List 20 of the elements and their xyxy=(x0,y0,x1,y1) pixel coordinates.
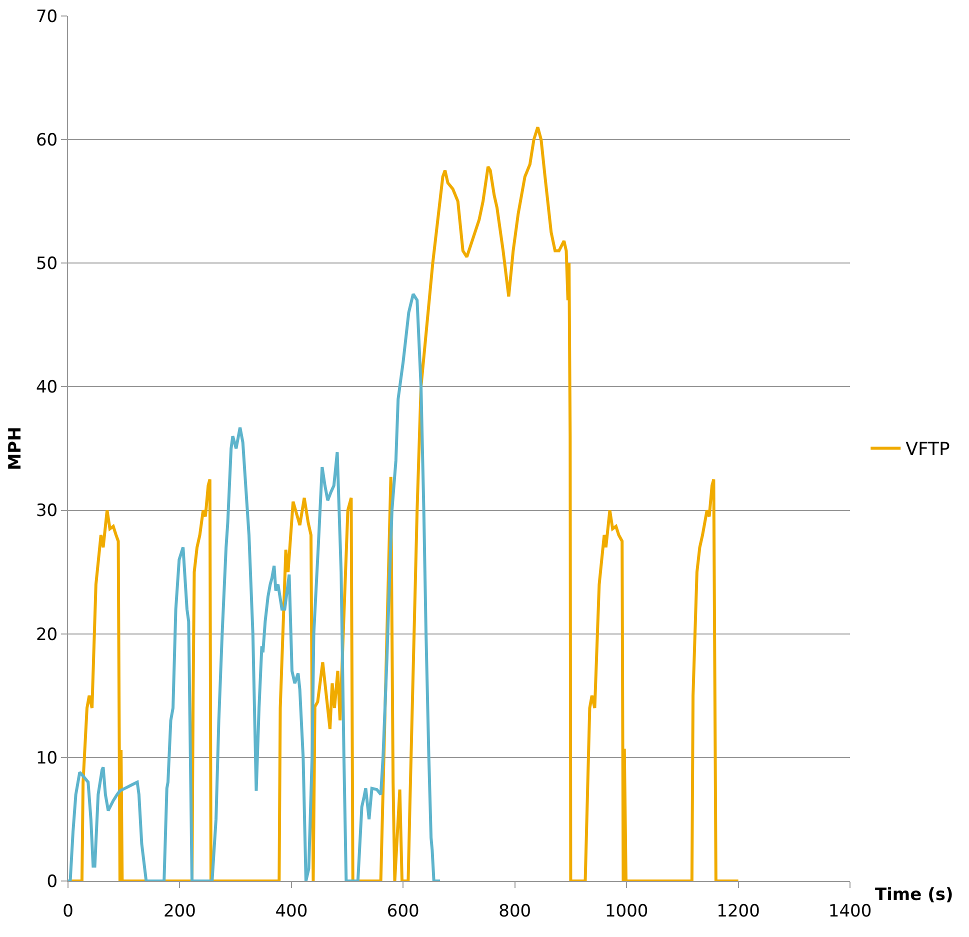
y-tick-label: 20 xyxy=(36,624,58,645)
legend-label: VFTP xyxy=(906,439,950,460)
y-tick-label: 50 xyxy=(36,254,58,274)
x-axis-title: Time (s) xyxy=(875,885,954,905)
x-tick-label: 400 xyxy=(275,901,308,922)
line-series xyxy=(68,292,442,881)
y-tick-label: 60 xyxy=(36,130,58,151)
x-tick-label: 1400 xyxy=(828,901,872,922)
y-tick-label: 0 xyxy=(46,872,58,892)
y-tick-label: 40 xyxy=(36,378,58,398)
y-tick-label: 10 xyxy=(36,748,58,768)
x-tick-label: 200 xyxy=(163,901,196,922)
x-tick-label: 0 xyxy=(62,901,74,922)
y-axis-title: MPH xyxy=(6,426,26,470)
x-tick-label: 600 xyxy=(386,901,420,922)
x-tick-label: 1000 xyxy=(604,901,648,922)
x-tick-label: 1200 xyxy=(716,901,760,922)
y-tick-label: 30 xyxy=(36,501,58,522)
x-tick-label: 800 xyxy=(498,901,532,922)
y-tick-label: 70 xyxy=(36,6,58,27)
